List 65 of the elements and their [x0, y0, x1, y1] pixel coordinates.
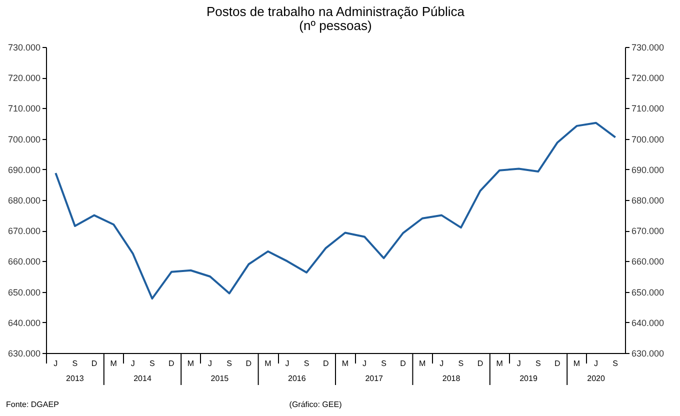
y2-tick-label: 710.000 — [632, 104, 664, 114]
chart-subtitle: (nº pessoas) — [299, 18, 372, 33]
x-tick-label: D — [554, 359, 561, 368]
text: 2018 — [442, 374, 461, 383]
chart-title: Postos de trabalho na Administração Pública — [206, 4, 466, 19]
x-tick-label: J — [208, 359, 212, 368]
x-tick-label: M — [264, 359, 272, 368]
text: 2016 — [288, 374, 306, 383]
x-tick-label: D — [400, 359, 406, 368]
x-tick-label: J — [130, 359, 135, 368]
x-tick-label: J — [516, 359, 521, 368]
x-tick-label: J — [440, 359, 444, 368]
x-tick-label: J — [362, 359, 366, 368]
x-tick-label: S — [149, 359, 155, 368]
x-tick-label: D — [91, 359, 98, 368]
x-tick-label: S — [304, 359, 310, 368]
text: 2014 — [134, 374, 152, 383]
x-tick-label: S — [458, 359, 464, 368]
x-tick-label: D — [168, 359, 175, 368]
x-tick-label: J — [594, 359, 598, 368]
text: 2017 — [365, 374, 384, 383]
y-tick-label: 720.000 — [8, 73, 40, 84]
y-tick-label: 670.000 — [8, 226, 40, 236]
x-tick-label: S — [226, 359, 232, 368]
x-tick-label: D — [322, 359, 329, 368]
y2-tick-label: 680.000 — [632, 196, 664, 206]
y2-tick-label: 720.000 — [632, 73, 664, 84]
x-tick-label: M — [187, 359, 194, 368]
y-tick-label: 640.000 — [8, 318, 40, 328]
x-tick-label: S — [72, 359, 78, 368]
text: 2020 — [587, 374, 606, 383]
y2-tick-label: 700.000 — [632, 134, 664, 144]
y-tick-label: 660.000 — [8, 256, 40, 267]
x-tick-label: S — [381, 359, 386, 368]
text: 2015 — [210, 374, 230, 383]
y-tick-label: 630.000 — [8, 348, 40, 358]
y2-tick-label: 690.000 — [632, 164, 664, 175]
y2-tick-label: 670.000 — [632, 226, 664, 236]
y2-tick-label: 650.000 — [632, 287, 664, 298]
x-tick-label: J — [54, 359, 58, 368]
y-tick-label: 650.000 — [8, 287, 40, 298]
y-tick-label: 680.000 — [8, 196, 40, 206]
x-tick-label: S — [612, 359, 618, 368]
y2-tick-label: 630.000 — [632, 348, 664, 358]
text: 2013 — [66, 374, 84, 383]
y2-tick-label: 660.000 — [632, 256, 664, 267]
x-tick-label: M — [496, 359, 504, 368]
y2-tick-label: 640.000 — [632, 318, 664, 328]
y-tick-label: 690.000 — [8, 164, 40, 175]
text: (Gráfico: GEE) — [289, 400, 342, 409]
y-tick-label: 700.000 — [8, 134, 40, 144]
x-tick-label: D — [246, 359, 252, 368]
x-tick-label: M — [110, 359, 118, 368]
y-tick-label: 730.000 — [8, 42, 40, 52]
y-tick-label: 710.000 — [8, 104, 40, 114]
x-tick-label: M — [342, 359, 349, 368]
line-series — [54, 122, 616, 300]
x-tick-label: M — [573, 359, 580, 368]
x-tick-label: D — [477, 359, 484, 368]
x-tick-label: J — [285, 359, 290, 368]
x-tick-label: S — [535, 359, 541, 368]
source-note: Fonte: DGAEP — [6, 400, 59, 409]
x-tick-label: M — [419, 359, 426, 368]
text: 2019 — [520, 374, 538, 383]
y2-tick-label: 730.000 — [632, 42, 664, 52]
